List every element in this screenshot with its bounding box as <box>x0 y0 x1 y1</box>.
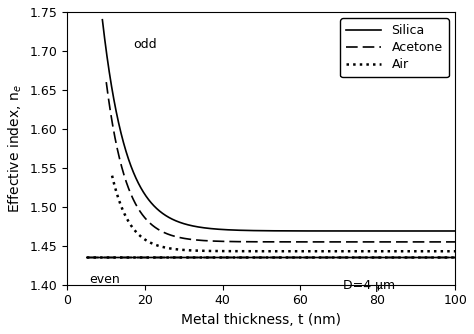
Legend: Silica, Acetone, Air: Silica, Acetone, Air <box>340 18 449 77</box>
Text: even: even <box>89 273 119 286</box>
Text: odd: odd <box>133 38 157 51</box>
X-axis label: Metal thickness, t (nm): Metal thickness, t (nm) <box>182 313 341 327</box>
Text: D=4 μm: D=4 μm <box>343 279 395 292</box>
Y-axis label: Effective index, n$_e$: Effective index, n$_e$ <box>7 84 24 213</box>
